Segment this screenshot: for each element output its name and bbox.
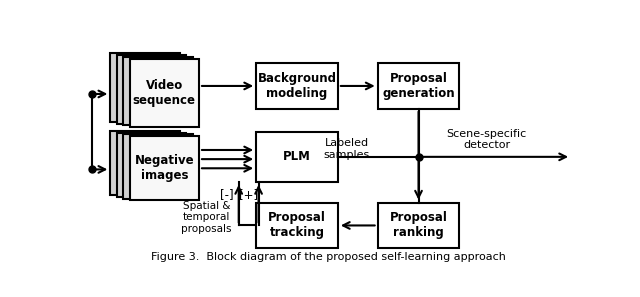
- Text: PLM: PLM: [283, 150, 311, 163]
- Bar: [378, 203, 460, 248]
- Bar: [116, 133, 186, 197]
- Bar: [123, 57, 193, 125]
- Bar: [256, 63, 338, 109]
- Text: Proposal
tracking: Proposal tracking: [268, 211, 326, 239]
- Bar: [116, 55, 186, 124]
- Bar: [129, 136, 199, 200]
- Text: Proposal
ranking: Proposal ranking: [390, 211, 447, 239]
- Text: Scene-specific
detector: Scene-specific detector: [447, 129, 527, 151]
- Text: Spatial &
temporal
proposals: Spatial & temporal proposals: [181, 201, 232, 234]
- Bar: [123, 135, 193, 198]
- Bar: [378, 63, 460, 109]
- Bar: [110, 53, 180, 122]
- Text: Background
modeling: Background modeling: [257, 72, 337, 100]
- Text: [-]: [-]: [220, 188, 233, 201]
- Bar: [256, 203, 338, 248]
- Text: Labeled
samples: Labeled samples: [324, 138, 370, 160]
- Text: Figure 3.  Block diagram of the proposed self-learning approach: Figure 3. Block diagram of the proposed …: [150, 252, 506, 262]
- Text: Proposal
generation: Proposal generation: [382, 72, 455, 100]
- Bar: [110, 131, 180, 195]
- Text: Negative
images: Negative images: [134, 154, 194, 182]
- Bar: [256, 132, 338, 182]
- Text: [+]: [+]: [239, 188, 258, 201]
- Text: Video
sequence: Video sequence: [133, 79, 196, 107]
- Bar: [129, 59, 199, 127]
